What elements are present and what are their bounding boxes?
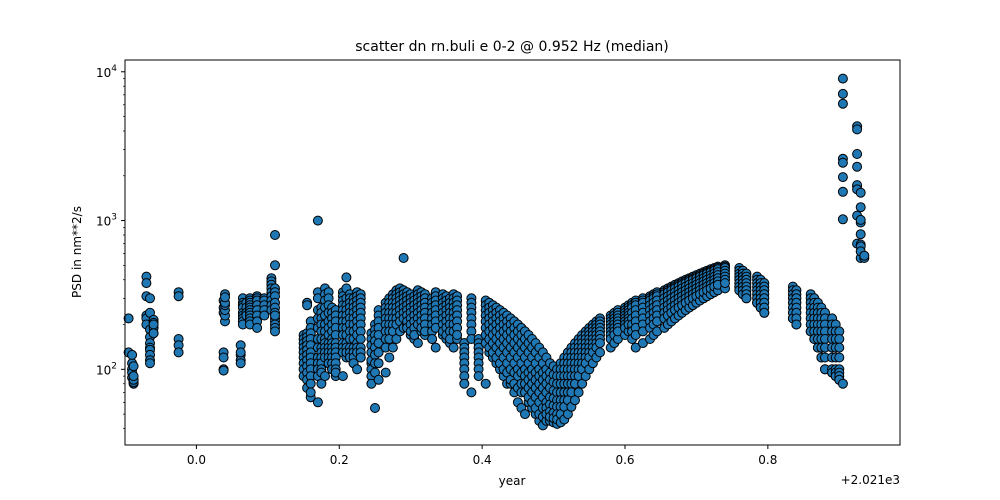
- data-point: [398, 253, 409, 263]
- data-point: [837, 157, 848, 168]
- y-tick-label: 102: [96, 361, 117, 377]
- data-point: [370, 403, 380, 413]
- data-point: [373, 347, 384, 358]
- data-point: [141, 278, 152, 289]
- x-tick-label: 0.4: [473, 453, 492, 467]
- data-point: [373, 358, 384, 369]
- data-point: [387, 342, 398, 353]
- data-point: [855, 214, 866, 225]
- data-point: [145, 358, 155, 369]
- data-point: [352, 364, 363, 375]
- data-point: [235, 358, 246, 369]
- data-point: [220, 292, 230, 303]
- data-point: [720, 278, 730, 289]
- data-point: [312, 215, 323, 226]
- data-point: [837, 186, 848, 197]
- data-point: [128, 371, 139, 382]
- data-point: [355, 334, 366, 344]
- data-point: [837, 172, 848, 183]
- data-point: [123, 313, 134, 324]
- data-point: [473, 371, 484, 382]
- data-point: [355, 352, 366, 363]
- x-tick-label: 0.8: [758, 453, 777, 467]
- data-point: [448, 342, 459, 353]
- data-point: [148, 328, 159, 339]
- x-axis-ticks: 0.0 0.2 0.4 0.6 0.8: [187, 445, 777, 467]
- y-axis-label: PSD in nm**2/s: [70, 206, 84, 298]
- data-point: [834, 334, 845, 344]
- data-point: [337, 371, 348, 382]
- data-point: [480, 378, 491, 389]
- data-point: [630, 342, 641, 353]
- data-points: [123, 73, 870, 431]
- data-point: [430, 342, 441, 353]
- data-point: [127, 349, 138, 360]
- data-point: [270, 260, 280, 271]
- plot-frame: [124, 59, 901, 446]
- data-point: [459, 378, 470, 389]
- data-point: [320, 371, 330, 382]
- data-point: [148, 319, 159, 330]
- data-point: [852, 161, 863, 172]
- data-point: [595, 347, 605, 358]
- data-point: [573, 387, 584, 398]
- data-point: [384, 352, 395, 363]
- data-point: [312, 397, 323, 408]
- data-point: [852, 149, 863, 159]
- data-point: [837, 88, 848, 99]
- data-point: [173, 347, 184, 358]
- data-point: [302, 300, 313, 311]
- data-point: [837, 73, 848, 84]
- data-point: [305, 378, 316, 389]
- data-point: [341, 272, 352, 283]
- chart-title: scatter dn rn.buli e 0-2 @ 0.952 Hz (med…: [355, 39, 669, 55]
- data-point: [305, 387, 316, 398]
- data-point: [380, 367, 391, 378]
- data-point: [759, 307, 770, 318]
- x-tick-label: 0.2: [330, 453, 349, 467]
- data-point: [270, 230, 280, 240]
- data-point: [855, 187, 866, 198]
- data-point: [412, 338, 423, 349]
- data-point: [791, 319, 802, 330]
- x-tick-label: 0.0: [187, 453, 206, 467]
- y-tick-label: 103: [96, 213, 117, 229]
- data-point: [452, 330, 463, 340]
- data-point: [855, 202, 866, 213]
- y-tick-label: 104: [96, 64, 117, 80]
- data-point: [834, 342, 845, 353]
- data-point: [270, 310, 280, 321]
- data-point: [145, 293, 155, 304]
- data-point: [595, 338, 605, 349]
- data-point: [837, 98, 848, 109]
- data-point: [859, 250, 870, 261]
- data-point: [520, 409, 530, 420]
- data-point: [173, 291, 184, 302]
- data-point: [837, 214, 848, 225]
- data-point: [235, 347, 246, 358]
- data-point: [259, 310, 270, 321]
- x-axis-label: year: [499, 474, 526, 488]
- data-point: [837, 378, 848, 389]
- data-point: [741, 293, 752, 304]
- x-axis-offset-label: +2.021e3: [841, 473, 900, 487]
- data-point: [218, 365, 229, 376]
- data-point: [218, 352, 229, 363]
- data-point: [855, 229, 866, 240]
- data-point: [270, 326, 280, 337]
- data-point: [852, 124, 863, 135]
- x-tick-label: 0.6: [615, 453, 634, 467]
- data-point: [252, 322, 263, 333]
- y-axis-ticks: 102 103 104: [96, 64, 125, 429]
- data-point: [834, 352, 845, 363]
- data-point: [427, 334, 438, 344]
- data-point: [128, 361, 139, 372]
- data-point: [373, 374, 384, 385]
- data-point: [466, 387, 477, 398]
